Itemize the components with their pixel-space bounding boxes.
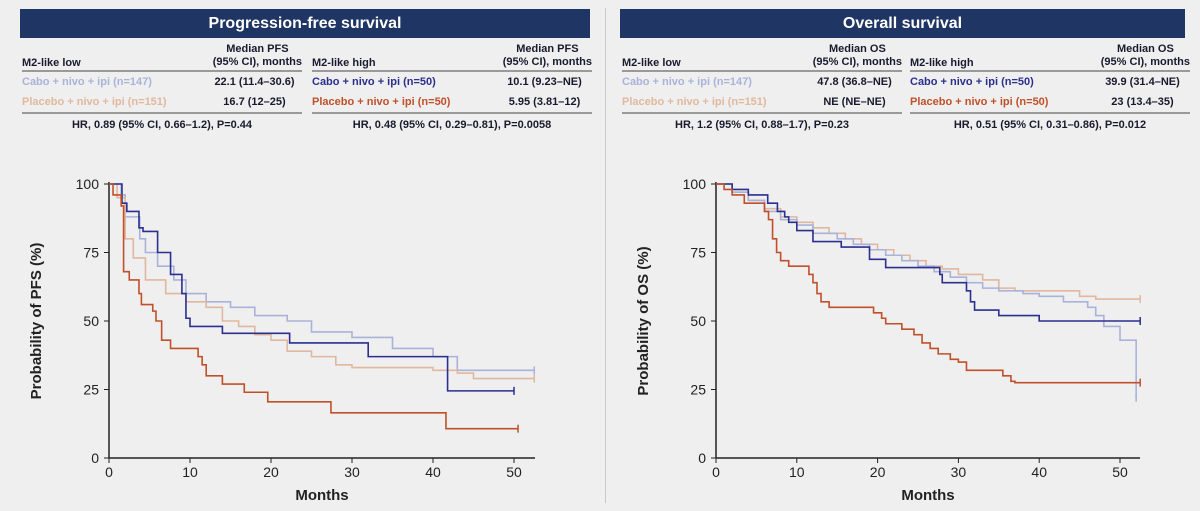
- median-table-high-3: M2-like high Median OS (95% CI), months C…: [910, 43, 1190, 131]
- y-axis-label: Probability of OS (%): [635, 246, 652, 395]
- pfs-header: Progression-free survival: [20, 9, 590, 38]
- km-curve-cabo_high: [109, 183, 514, 392]
- arm-label-placebo: Placebo + nivo + ipi (n=151): [22, 96, 167, 108]
- median-header-line1: Median OS: [828, 43, 886, 55]
- group-label: M2-like low: [622, 57, 681, 69]
- hazard-ratio: HR, 0.89 (95% CI, 0.66–1.2), P=0.44: [71, 119, 253, 131]
- median-header-line2: (95% CI), months: [502, 56, 592, 68]
- x-tick-label: 50: [506, 464, 522, 480]
- median-header: Median OS (95% CI), months: [1101, 43, 1190, 69]
- median-header: Median PFS (95% CI), months: [503, 43, 592, 69]
- median-value: 10.1 (9.23–NE): [507, 76, 582, 88]
- table-rule: [910, 112, 1190, 114]
- y-tick-label: 25: [83, 382, 99, 398]
- hazard-ratio: HR, 0.51 (95% CI, 0.31–0.86), P=0.012: [953, 119, 1147, 131]
- median-value: 5.95 (3.81–12): [508, 96, 581, 108]
- median-value: 16.7 (12–25): [223, 96, 286, 108]
- median-table-low-0: M2-like low Median PFS (95% CI), months C…: [22, 43, 302, 131]
- median-header-line2: (95% CI), months: [1100, 56, 1190, 68]
- km-curve-cabo_high: [716, 183, 1141, 322]
- x-tick-label: 10: [789, 464, 805, 480]
- y-axis-label: Probability of PFS (%): [28, 243, 45, 400]
- median-table-high-1: M2-like high Median PFS (95% CI), months …: [312, 43, 592, 131]
- median-header-line1: Median PFS: [516, 43, 579, 55]
- x-tick-label: 40: [425, 464, 441, 480]
- y-tick-label: 50: [83, 313, 99, 329]
- median-value: 39.9 (31.4–NE): [1105, 76, 1180, 88]
- km-curve-placebo_low: [716, 183, 1141, 300]
- y-tick-label: 0: [91, 450, 99, 466]
- group-label: M2-like low: [22, 57, 81, 69]
- x-axis-label: Months: [295, 487, 348, 504]
- table-rule: [312, 112, 592, 114]
- x-tick-label: 20: [263, 464, 279, 480]
- median-value: 47.8 (36.8–NE): [817, 76, 892, 88]
- hazard-ratio: HR, 0.48 (95% CI, 0.29–0.81), P=0.0058: [352, 119, 552, 131]
- arm-label-cabo: Cabo + nivo + ipi (n=147): [22, 76, 152, 88]
- median-header-line1: Median OS: [1116, 43, 1174, 55]
- median-value: NE (NE–NE): [823, 96, 886, 108]
- arm-label-cabo: Cabo + nivo + ipi (n=50): [312, 76, 436, 88]
- median-header-line2: (95% CI), months: [812, 56, 902, 68]
- y-tick-label: 0: [698, 450, 706, 466]
- group-label: M2-like high: [312, 57, 376, 69]
- x-tick-label: 20: [870, 464, 886, 480]
- median-header-line2: (95% CI), months: [212, 56, 302, 68]
- x-tick-label: 50: [1112, 464, 1128, 480]
- y-tick-label: 75: [83, 245, 99, 261]
- table-rule: [22, 112, 302, 114]
- y-tick-label: 50: [690, 313, 706, 329]
- km-curve-placebo_high: [716, 183, 1141, 384]
- median-header-line1: Median PFS: [226, 43, 289, 55]
- km-curve-cabo_low: [716, 183, 1137, 398]
- group-label: M2-like high: [910, 57, 974, 69]
- y-tick-label: 100: [683, 176, 707, 192]
- os-header: Overall survival: [620, 9, 1185, 38]
- arm-label-cabo: Cabo + nivo + ipi (n=147): [622, 76, 752, 88]
- median-header: Median PFS (95% CI), months: [213, 43, 302, 69]
- median-table-low-2: M2-like low Median OS (95% CI), months Ca…: [622, 43, 902, 131]
- panel-divider: [605, 8, 606, 503]
- km-curve-placebo_low: [109, 183, 535, 380]
- y-tick-label: 75: [690, 245, 706, 261]
- x-tick-label: 0: [105, 464, 113, 480]
- arm-label-placebo: Placebo + nivo + ipi (n=50): [312, 96, 451, 108]
- x-tick-label: 30: [344, 464, 360, 480]
- x-axis-label: Months: [901, 487, 954, 504]
- arm-label-cabo: Cabo + nivo + ipi (n=50): [910, 76, 1034, 88]
- y-tick-label: 100: [76, 176, 100, 192]
- table-rule: [622, 112, 902, 114]
- arm-label-placebo: Placebo + nivo + ipi (n=50): [910, 96, 1049, 108]
- median-value: 22.1 (11.4–30.6): [214, 76, 295, 88]
- arm-label-placebo: Placebo + nivo + ipi (n=151): [622, 96, 767, 108]
- hazard-ratio: HR, 1.2 (95% CI, 0.88–1.7), P=0.23: [675, 119, 849, 131]
- median-header: Median OS (95% CI), months: [813, 43, 902, 69]
- x-tick-label: 0: [712, 464, 720, 480]
- km-curve-placebo_high: [109, 183, 519, 430]
- x-tick-label: 10: [182, 464, 198, 480]
- y-tick-label: 25: [690, 382, 706, 398]
- x-tick-label: 40: [1031, 464, 1047, 480]
- median-value: 23 (13.4–35): [1111, 96, 1174, 108]
- x-tick-label: 30: [951, 464, 967, 480]
